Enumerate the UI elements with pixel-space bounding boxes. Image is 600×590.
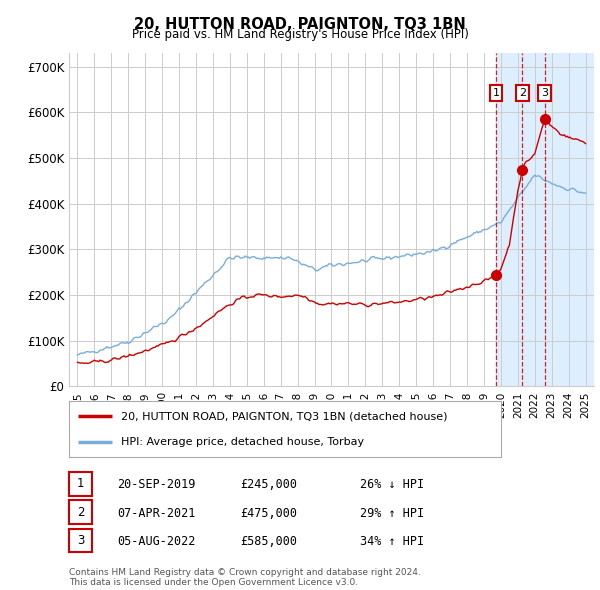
Text: 2: 2 <box>519 88 526 98</box>
Text: Price paid vs. HM Land Registry's House Price Index (HPI): Price paid vs. HM Land Registry's House … <box>131 28 469 41</box>
Text: 3: 3 <box>541 88 548 98</box>
Text: 2: 2 <box>77 506 84 519</box>
Text: HPI: Average price, detached house, Torbay: HPI: Average price, detached house, Torb… <box>121 437 364 447</box>
Text: 1: 1 <box>77 477 84 490</box>
Text: 20, HUTTON ROAD, PAIGNTON, TQ3 1BN (detached house): 20, HUTTON ROAD, PAIGNTON, TQ3 1BN (deta… <box>121 411 448 421</box>
Text: 20-SEP-2019: 20-SEP-2019 <box>117 478 196 491</box>
Text: 07-APR-2021: 07-APR-2021 <box>117 507 196 520</box>
Text: 26% ↓ HPI: 26% ↓ HPI <box>360 478 424 491</box>
Bar <box>496 53 594 386</box>
Text: 1: 1 <box>493 88 500 98</box>
Text: 05-AUG-2022: 05-AUG-2022 <box>117 535 196 548</box>
Text: 3: 3 <box>77 534 84 547</box>
Text: £475,000: £475,000 <box>240 507 297 520</box>
Text: 29% ↑ HPI: 29% ↑ HPI <box>360 507 424 520</box>
Text: 34% ↑ HPI: 34% ↑ HPI <box>360 535 424 548</box>
Text: £585,000: £585,000 <box>240 535 297 548</box>
Text: 20, HUTTON ROAD, PAIGNTON, TQ3 1BN: 20, HUTTON ROAD, PAIGNTON, TQ3 1BN <box>134 17 466 31</box>
Text: £245,000: £245,000 <box>240 478 297 491</box>
Text: Contains HM Land Registry data © Crown copyright and database right 2024.
This d: Contains HM Land Registry data © Crown c… <box>69 568 421 587</box>
